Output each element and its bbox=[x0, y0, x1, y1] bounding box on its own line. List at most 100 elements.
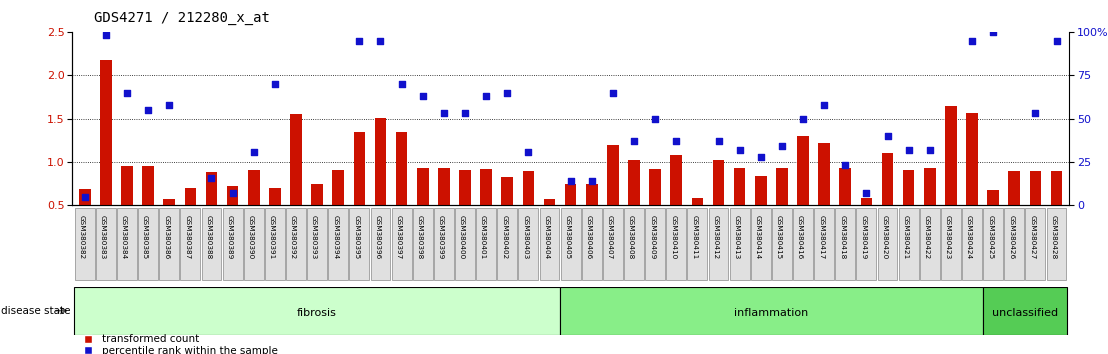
Bar bbox=[941, 209, 961, 280]
Point bbox=[709, 138, 727, 144]
Bar bbox=[1026, 209, 1045, 280]
Bar bbox=[1004, 209, 1024, 280]
Text: GSM380416: GSM380416 bbox=[797, 215, 803, 259]
Bar bbox=[899, 209, 919, 280]
Bar bbox=[519, 209, 538, 280]
Bar bbox=[269, 188, 280, 205]
Bar bbox=[1050, 171, 1063, 205]
Point bbox=[921, 147, 938, 153]
Bar bbox=[202, 209, 222, 280]
Text: GSM380395: GSM380395 bbox=[353, 215, 359, 259]
Bar bbox=[434, 209, 454, 280]
Point bbox=[731, 147, 749, 153]
Bar bbox=[983, 287, 1067, 335]
Bar bbox=[227, 186, 238, 205]
Bar bbox=[523, 171, 534, 205]
Text: GSM380414: GSM380414 bbox=[755, 215, 761, 259]
Bar bbox=[290, 114, 301, 205]
Text: GSM380388: GSM380388 bbox=[205, 215, 212, 259]
Text: GSM380384: GSM380384 bbox=[121, 215, 127, 259]
Point bbox=[520, 149, 537, 154]
Text: GDS4271 / 212280_x_at: GDS4271 / 212280_x_at bbox=[94, 11, 270, 25]
Text: GSM380402: GSM380402 bbox=[501, 215, 507, 259]
Point bbox=[478, 93, 495, 99]
Point bbox=[984, 29, 1002, 35]
Text: GSM380386: GSM380386 bbox=[163, 215, 170, 259]
Text: GSM380422: GSM380422 bbox=[924, 215, 930, 259]
Bar bbox=[286, 209, 306, 280]
Text: GSM380396: GSM380396 bbox=[375, 215, 380, 259]
Bar bbox=[248, 170, 259, 205]
Bar bbox=[798, 136, 809, 205]
Bar bbox=[733, 168, 746, 205]
Bar bbox=[79, 189, 91, 205]
Point bbox=[752, 154, 770, 160]
Bar bbox=[586, 184, 597, 205]
Bar bbox=[307, 209, 327, 280]
Text: GSM380405: GSM380405 bbox=[565, 215, 571, 259]
Point bbox=[815, 102, 833, 108]
Point bbox=[625, 138, 643, 144]
Text: GSM380417: GSM380417 bbox=[818, 215, 824, 259]
Bar bbox=[181, 209, 201, 280]
Bar bbox=[924, 168, 935, 205]
Text: GSM380391: GSM380391 bbox=[269, 215, 275, 259]
Bar bbox=[966, 113, 978, 205]
Text: GSM380389: GSM380389 bbox=[227, 215, 233, 259]
Bar bbox=[138, 209, 158, 280]
Bar bbox=[649, 169, 661, 205]
Point bbox=[266, 81, 284, 87]
Text: GSM380404: GSM380404 bbox=[544, 215, 550, 259]
Point bbox=[414, 93, 432, 99]
Point bbox=[837, 162, 854, 168]
Bar bbox=[645, 209, 665, 280]
Bar bbox=[670, 155, 683, 205]
Bar bbox=[878, 209, 897, 280]
Bar bbox=[375, 118, 387, 205]
Text: GSM380412: GSM380412 bbox=[712, 215, 718, 259]
Bar bbox=[396, 132, 408, 205]
Text: GSM380403: GSM380403 bbox=[522, 215, 529, 259]
Point bbox=[98, 33, 115, 38]
Bar bbox=[1029, 171, 1042, 205]
Point bbox=[499, 90, 516, 96]
Bar bbox=[920, 209, 940, 280]
Bar bbox=[903, 170, 914, 205]
Bar bbox=[370, 209, 390, 280]
Point bbox=[879, 133, 896, 139]
Text: GSM380408: GSM380408 bbox=[628, 215, 634, 259]
Point bbox=[900, 147, 917, 153]
Bar bbox=[561, 209, 581, 280]
Text: GSM380382: GSM380382 bbox=[79, 215, 84, 259]
Point bbox=[773, 143, 791, 149]
Bar bbox=[751, 209, 771, 280]
Bar bbox=[814, 209, 834, 280]
Bar bbox=[730, 209, 750, 280]
Bar bbox=[206, 172, 217, 205]
Text: GSM380427: GSM380427 bbox=[1029, 215, 1035, 259]
Point bbox=[583, 178, 601, 184]
Bar bbox=[540, 209, 560, 280]
Bar bbox=[142, 166, 154, 205]
Bar bbox=[480, 169, 492, 205]
Point bbox=[392, 81, 410, 87]
Bar bbox=[96, 209, 115, 280]
Bar bbox=[691, 198, 704, 205]
Point bbox=[667, 138, 685, 144]
Bar bbox=[413, 209, 432, 280]
Text: GSM380387: GSM380387 bbox=[184, 215, 191, 259]
Point bbox=[435, 110, 453, 116]
Point bbox=[858, 190, 875, 196]
Text: GSM380400: GSM380400 bbox=[459, 215, 465, 259]
Text: GSM380424: GSM380424 bbox=[966, 215, 972, 259]
Bar bbox=[455, 209, 475, 280]
Point bbox=[1048, 38, 1066, 44]
Text: GSM380426: GSM380426 bbox=[1008, 215, 1014, 259]
Bar bbox=[353, 132, 366, 205]
Bar bbox=[476, 209, 496, 280]
Text: disease state: disease state bbox=[1, 306, 71, 316]
Text: GSM380390: GSM380390 bbox=[248, 215, 254, 259]
Point bbox=[140, 107, 157, 113]
Point bbox=[245, 149, 263, 154]
Bar bbox=[712, 160, 725, 205]
